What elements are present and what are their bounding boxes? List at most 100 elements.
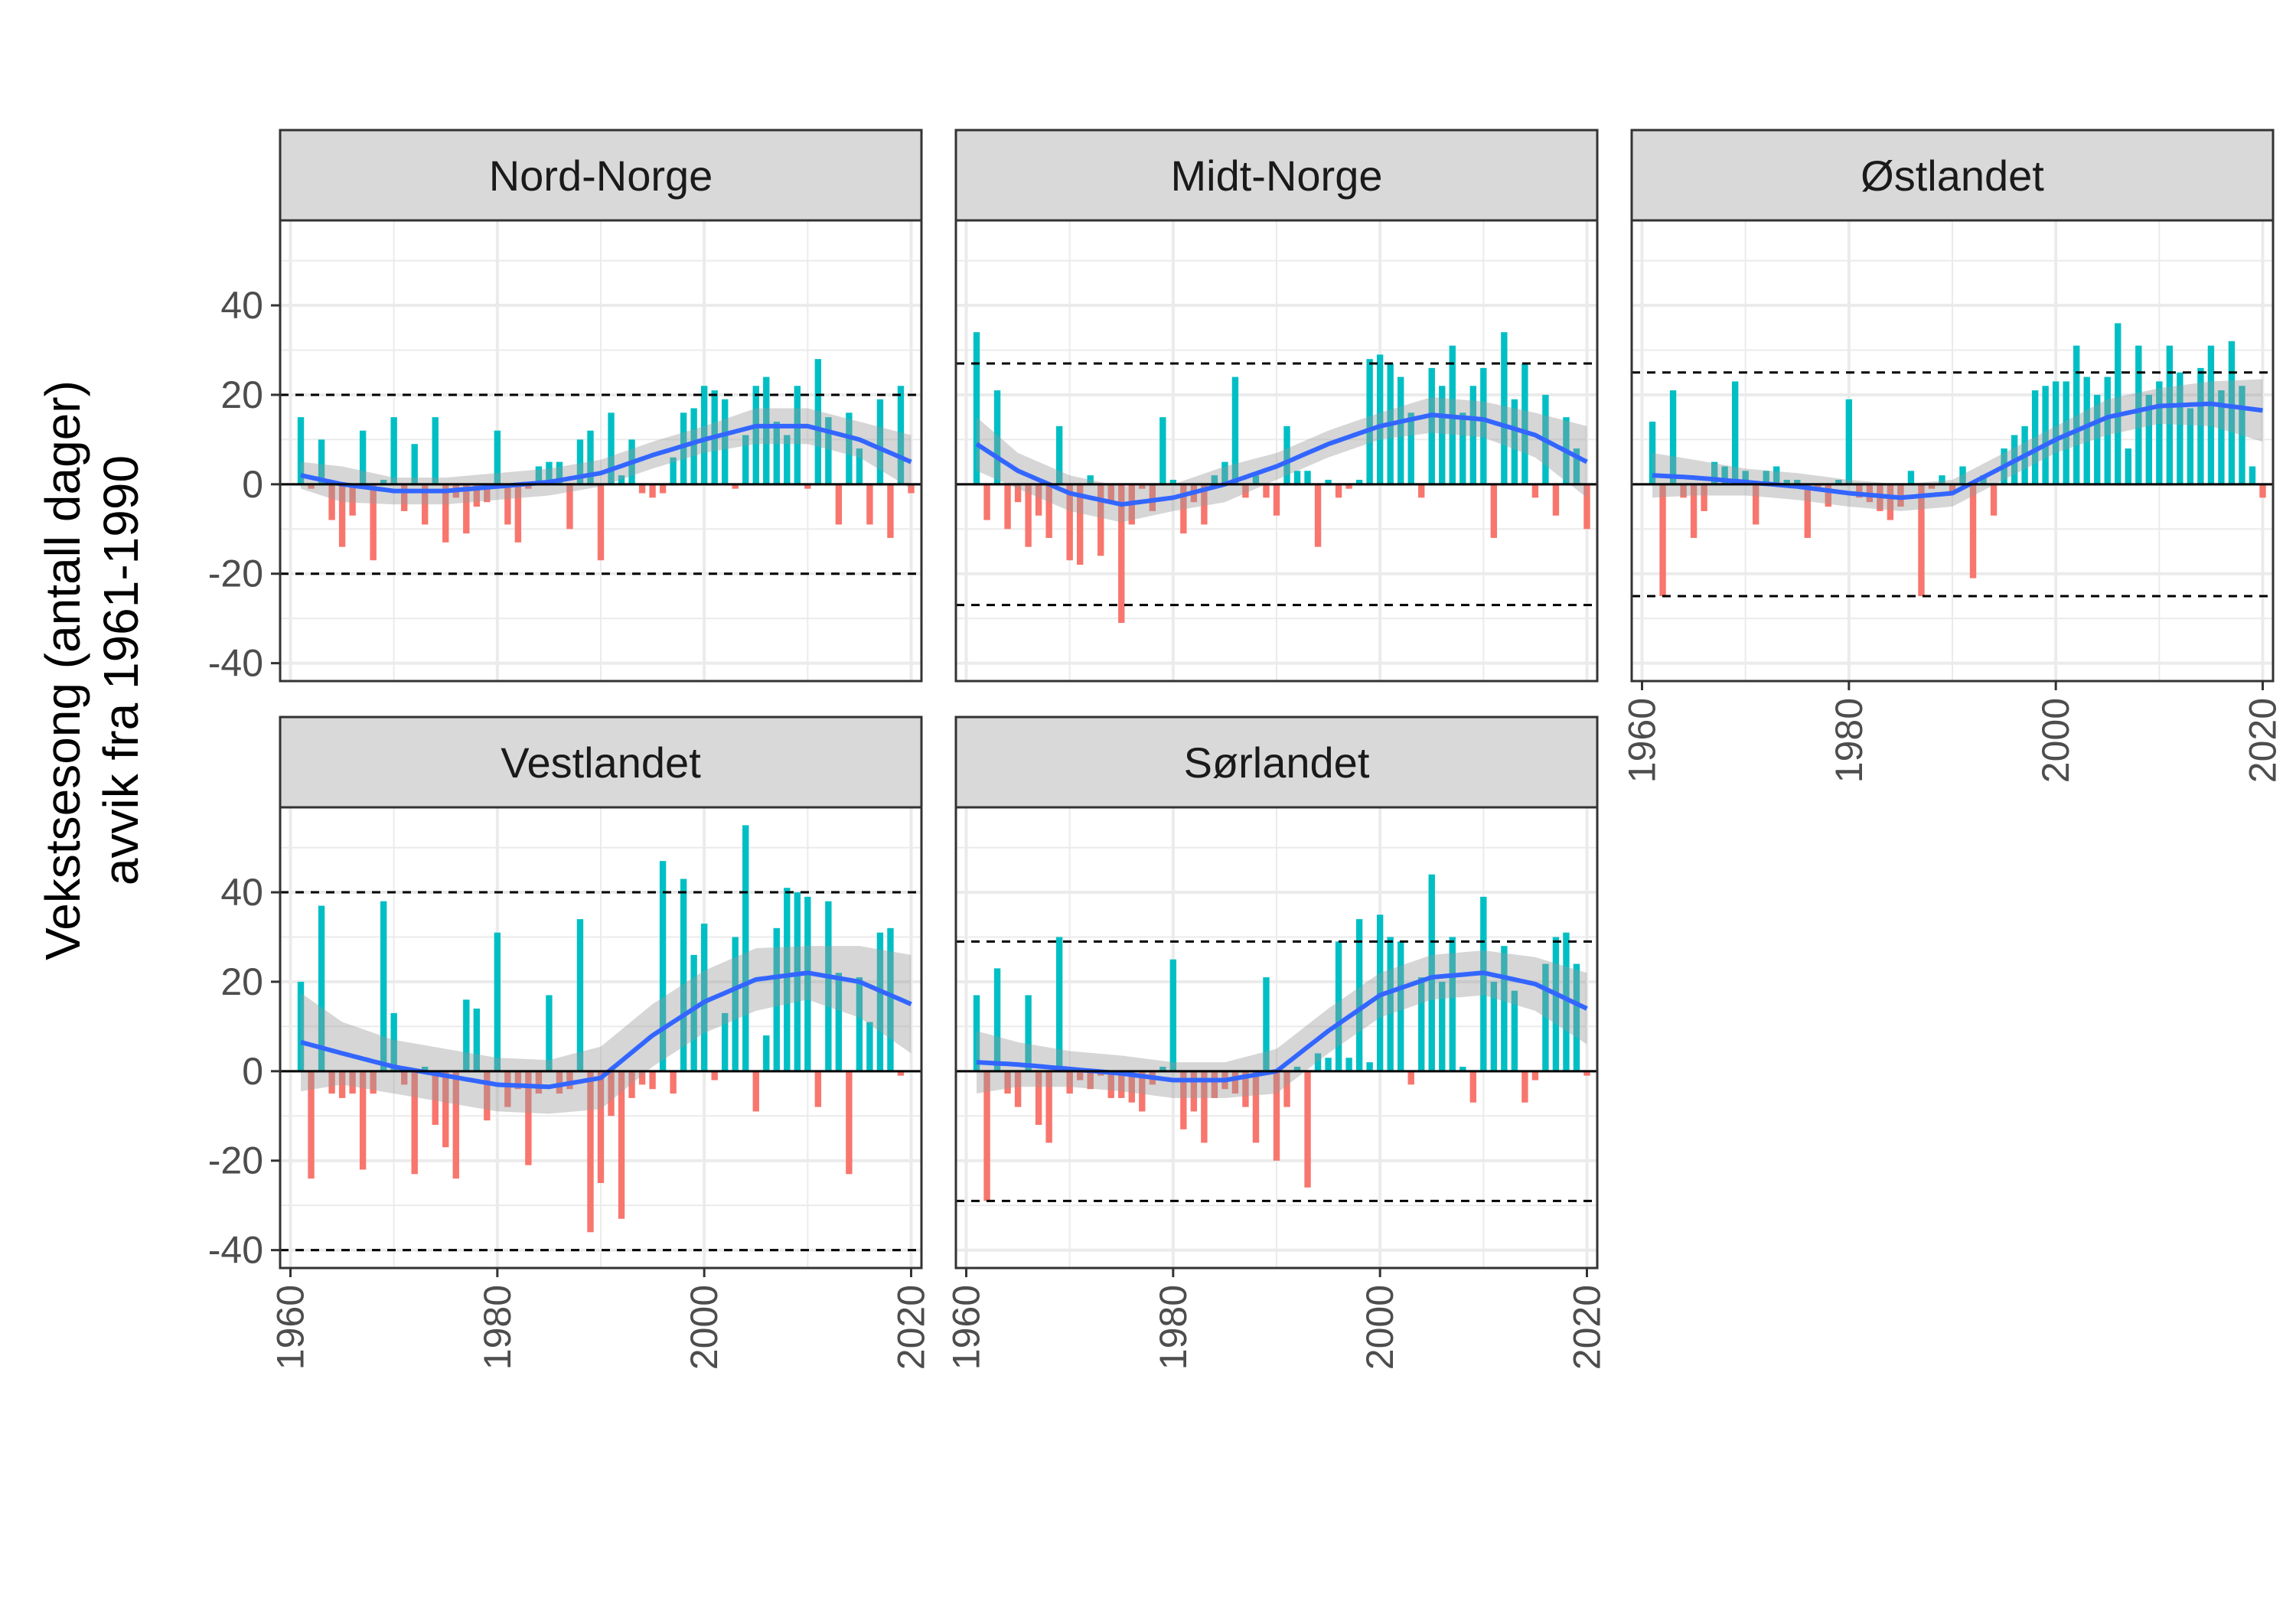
bar-1993 xyxy=(1304,1071,1311,1188)
y-tick-label: 40 xyxy=(220,871,263,914)
bar-2020 xyxy=(1583,484,1590,530)
bar-2010 xyxy=(1480,896,1487,1071)
bar-1962 xyxy=(983,484,990,520)
bar-1979 xyxy=(484,1071,491,1121)
x-tick-label: 2020 xyxy=(889,1285,932,1370)
facet-vestlandet: Vestlandet -40 -20 0 20 40 1960 1980 2000 2020 xyxy=(208,715,932,1370)
bar-2014 xyxy=(1521,1071,1528,1103)
bar-1978 xyxy=(1149,484,1156,511)
bar-1976 xyxy=(452,1071,459,1179)
bar-1999 xyxy=(1366,359,1373,484)
bar-1981 xyxy=(504,484,511,525)
bar-1964 xyxy=(328,1071,335,1094)
bar-1963 xyxy=(318,439,325,484)
bar-2007 xyxy=(773,927,780,1071)
smooth-trend-line xyxy=(1652,401,2263,500)
bar-1982 xyxy=(514,484,522,543)
bar-2016 xyxy=(866,484,873,525)
bar-2013 xyxy=(835,484,843,525)
facet--stlandet: Østlandet 1960 1980 2000 2020 xyxy=(1621,129,2284,783)
bar-1985 xyxy=(546,461,553,484)
bar-2000 xyxy=(700,923,708,1071)
bar-1985 xyxy=(1221,461,1228,484)
facet-s-rlandet: Sørlandet 1960 1980 2000 2020 xyxy=(945,715,1608,1370)
bar-2002 xyxy=(1397,941,1404,1071)
bar-1970 xyxy=(390,1012,397,1071)
bar-2017 xyxy=(876,932,884,1071)
bar-1991 xyxy=(608,412,615,484)
facet-title: Vestlandet xyxy=(501,738,701,787)
bar-1994 xyxy=(1990,484,1998,516)
bar-2003 xyxy=(732,937,739,1071)
bar-1990 xyxy=(597,484,605,561)
bar-2009 xyxy=(2145,394,2152,484)
bar-1961 xyxy=(297,981,305,1071)
y-axis-title-line2: avvik fra 1961-1990 xyxy=(93,455,148,885)
bar-2017 xyxy=(1552,937,1560,1071)
bar-2010 xyxy=(2156,381,2163,484)
smooth-trend-line xyxy=(300,423,912,494)
facet-nord-norge: Nord-Norge -40 -20 0 20 40 xyxy=(208,129,923,685)
bar-2014 xyxy=(846,1071,853,1175)
bar-2008 xyxy=(1459,412,1466,484)
bar-1997 xyxy=(670,457,677,484)
bar-1971 xyxy=(1753,484,1760,525)
bar-1961 xyxy=(297,417,305,484)
bar-2004 xyxy=(2094,394,2101,484)
bar-1967 xyxy=(359,430,367,484)
bar-1978 xyxy=(1825,484,1831,507)
bar-1997 xyxy=(670,1071,677,1094)
bar-1974 xyxy=(1783,479,1790,484)
bar-1984 xyxy=(1887,484,1894,520)
bar-2018 xyxy=(887,927,894,1071)
bar-1980 xyxy=(1845,399,1853,484)
bar-2007 xyxy=(1449,937,1456,1071)
smooth-confidence-band xyxy=(977,950,1587,1098)
bar-1987 xyxy=(1242,1071,1249,1107)
bar-1972 xyxy=(1087,1071,1094,1090)
bar-2015 xyxy=(1531,484,1539,498)
bar-1972 xyxy=(411,444,418,484)
bar-1978 xyxy=(473,1009,480,1071)
bar-1990 xyxy=(597,1071,605,1183)
bar-1968 xyxy=(370,1071,377,1094)
bar-1965 xyxy=(1690,484,1698,538)
bar-2004 xyxy=(742,825,749,1071)
bar-2019 xyxy=(2249,466,2256,484)
bar-1991 xyxy=(1959,466,1966,484)
bar-2000 xyxy=(1376,354,1384,484)
bar-2007 xyxy=(2125,448,2131,484)
bar-1993 xyxy=(1304,471,1311,484)
bar-2008 xyxy=(2135,345,2142,484)
bar-1967 xyxy=(1035,484,1042,516)
bar-1992 xyxy=(618,1071,625,1219)
bar-1998 xyxy=(1355,919,1363,1071)
y-tick-label: 40 xyxy=(220,284,263,327)
bar-1966 xyxy=(1025,995,1032,1071)
bar-1965 xyxy=(1014,1071,1022,1107)
bar-1998 xyxy=(2031,390,2039,484)
bar-1985 xyxy=(546,995,553,1071)
bar-1970 xyxy=(1066,484,1073,561)
facet-midt-norge: Midt-Norge xyxy=(954,129,1599,683)
bar-2005 xyxy=(1428,874,1435,1071)
bar-1968 xyxy=(370,484,377,561)
bar-1973 xyxy=(1097,484,1104,556)
bar-1990 xyxy=(1273,484,1280,516)
bar-2008 xyxy=(1459,1066,1466,1071)
x-tick-label: 2000 xyxy=(1358,1285,1401,1370)
bar-2012 xyxy=(1501,332,1508,484)
bar-1963 xyxy=(993,390,1001,484)
bar-2018 xyxy=(1563,932,1570,1071)
bar-1984 xyxy=(1211,1071,1218,1098)
bar-1981 xyxy=(1180,1071,1187,1129)
bar-1964 xyxy=(328,484,335,520)
bar-1989 xyxy=(1263,484,1270,498)
bar-2017 xyxy=(876,399,884,484)
bar-1974 xyxy=(1107,1071,1114,1098)
bar-1997 xyxy=(1345,484,1352,489)
bar-1968 xyxy=(1045,1071,1052,1143)
bar-2012 xyxy=(2177,372,2183,484)
bar-1972 xyxy=(411,1071,418,1175)
bar-2006 xyxy=(763,376,770,484)
